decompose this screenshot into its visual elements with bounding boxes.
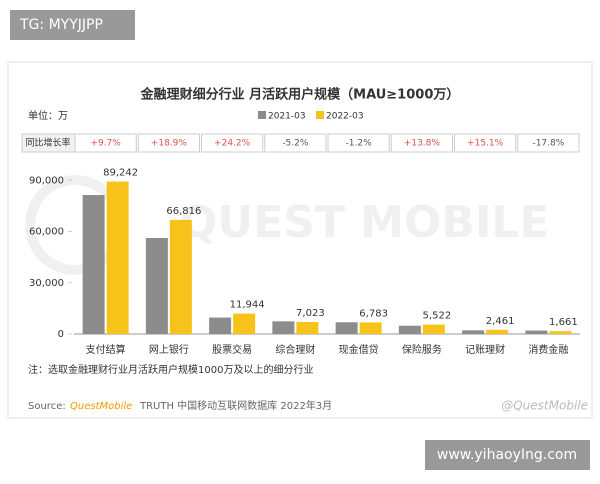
value-label: 7,023 [296, 308, 325, 319]
bar [233, 313, 256, 334]
bar [169, 219, 192, 334]
growth-cell [390, 133, 453, 153]
growth-value: +24.2% [214, 139, 251, 149]
value-label: 89,242 [103, 168, 138, 179]
bar [272, 321, 295, 334]
growth-cell [74, 133, 137, 153]
growth-cell [517, 133, 580, 153]
site: www.yihaoyIng.com [437, 447, 577, 463]
growth-cell [201, 133, 264, 153]
legend-swatch [316, 111, 324, 119]
x-tick-label: 网上银行 [149, 343, 189, 356]
bar [209, 317, 232, 334]
legend-swatch [258, 111, 266, 119]
tag: TG: MYYJJPP [19, 17, 103, 33]
growth-label: 同比增长率 [25, 137, 70, 149]
y-tick-label: 30,000 [29, 278, 64, 289]
x-tick-label: 记账理财 [465, 343, 505, 356]
x-tick-label: 消费金融 [528, 343, 568, 356]
chart-title: 金融理财细分行业 月活跃用户规模（MAU≥1000万） [140, 87, 460, 103]
value-label: 66,816 [166, 206, 201, 217]
note: 注：选取金融理财行业月活跃用户规模1000万及以上的细分行业 [28, 363, 313, 376]
value-label: 11,944 [230, 300, 265, 311]
y-tick-label: 90,000 [29, 175, 64, 186]
panel [7, 61, 593, 419]
growth-value: -5.2% [282, 139, 309, 149]
growth-cell [327, 133, 390, 153]
bar [525, 330, 548, 334]
value-label: 5,522 [423, 311, 452, 322]
x-tick-label: 保险服务 [402, 343, 442, 356]
growth-value: -17.8% [532, 139, 564, 149]
source-brand: QuestMobile [70, 401, 132, 412]
legend-label: 2021-03 [268, 112, 306, 122]
bar [145, 237, 168, 334]
y-tick-label: 60,000 [29, 227, 64, 238]
growth-cell [454, 133, 517, 153]
logo: @QuestMobile [501, 399, 588, 413]
bar [398, 325, 421, 334]
source-prefix: Source: [28, 401, 66, 412]
bar [359, 322, 382, 334]
source-rest: TRUTH 中国移动互联网数据库 2022年3月 [139, 399, 332, 412]
growth-cell [264, 133, 327, 153]
x-tick-label: 支付结算 [86, 343, 126, 356]
bar [422, 324, 445, 334]
bar [462, 330, 485, 334]
value-label: 1,661 [549, 317, 578, 328]
bar [296, 322, 319, 334]
growth-value: +15.1% [467, 139, 504, 149]
growth-value: +9.7% [90, 139, 121, 149]
growth-value: +18.9% [151, 139, 188, 149]
legend-label: 2022-03 [326, 112, 364, 122]
bar [106, 181, 129, 334]
x-tick-label: 股票交易 [212, 343, 252, 356]
growth-value: -1.2% [346, 139, 373, 149]
x-tick-label: 综合理财 [275, 343, 315, 356]
bar [486, 329, 509, 334]
bar [335, 322, 358, 334]
site-box [425, 440, 590, 470]
value-label: 6,783 [359, 308, 388, 319]
growth-cell [137, 133, 200, 153]
value-label: 2,461 [486, 316, 515, 327]
tag-box [10, 10, 135, 40]
y-tick-label: 0 [58, 329, 64, 340]
unit: 单位：万 [28, 109, 68, 122]
watermark: QUEST MOBILE [180, 197, 549, 248]
x-tick-label: 现金借贷 [339, 343, 379, 356]
growth-value: +13.8% [404, 139, 441, 149]
bar [549, 331, 572, 334]
bar [82, 195, 105, 334]
